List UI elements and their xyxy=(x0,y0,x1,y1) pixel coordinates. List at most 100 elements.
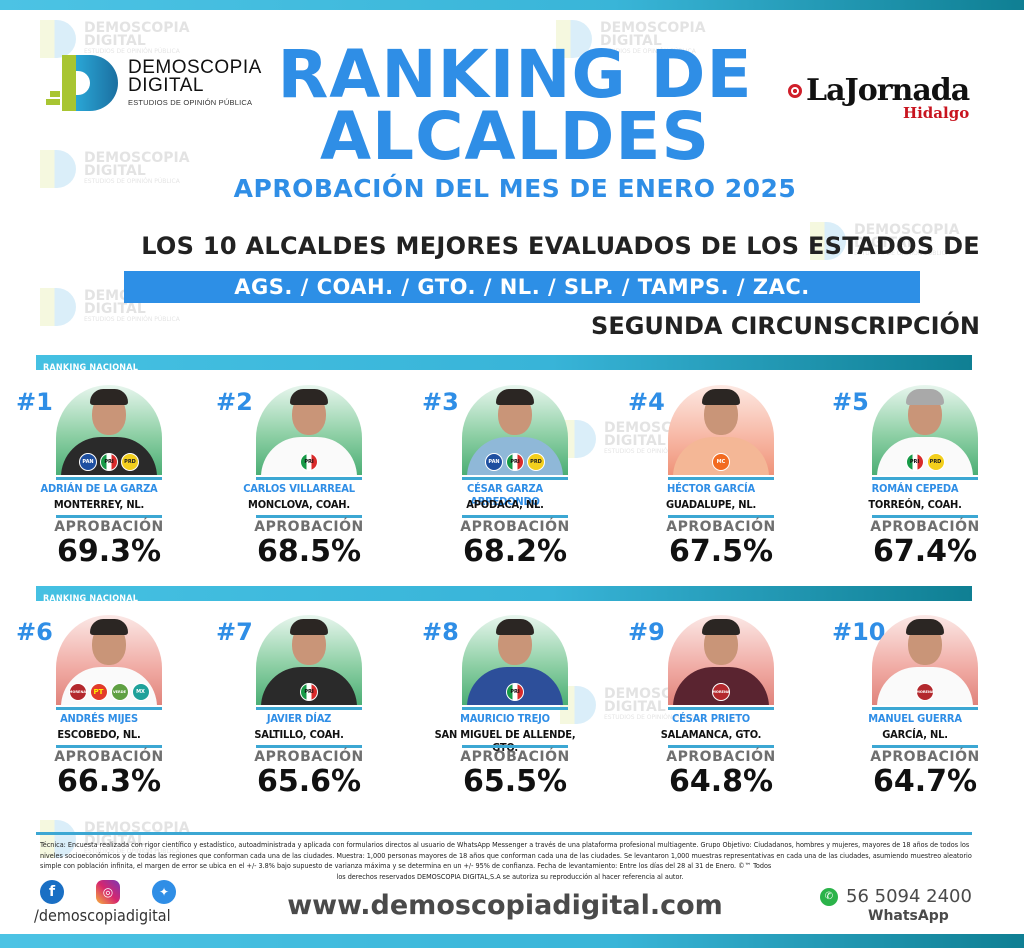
mayor-photo: PRI xyxy=(256,385,362,475)
mayor-city: MONCLOVA, COAH. xyxy=(248,498,350,511)
rank-number: #5 xyxy=(832,388,869,416)
approval-label: APROBACIÓN xyxy=(870,749,980,765)
party-badges: PRI xyxy=(256,683,362,701)
whatsapp-number: 56 5094 2400 xyxy=(846,886,972,907)
instagram-icon[interactable]: ◎ xyxy=(96,880,120,904)
mayor-name: ADRIÁN DE LA GARZA xyxy=(40,482,158,495)
divider xyxy=(872,745,978,748)
party-logo-icon: PRI xyxy=(300,453,318,471)
mayor-card: #2 PRI CARLOS VILLARREAL MONCLOVA, COAH.… xyxy=(216,378,396,588)
mayor-name: CARLOS VILLARREAL xyxy=(243,482,355,495)
divider xyxy=(462,707,568,710)
footer-divider xyxy=(36,832,972,835)
approval-value: 66.3% xyxy=(56,764,162,799)
divider xyxy=(462,515,568,518)
rank-number: #1 xyxy=(16,388,53,416)
mayor-card: #5 PRI PRD ROMÁN CEPEDA TORREÓN, COAH. AP… xyxy=(832,378,1012,588)
approval-value: 67.4% xyxy=(872,534,978,569)
party-logo-icon: PAN xyxy=(79,453,97,471)
twitter-icon[interactable]: ✦ xyxy=(152,880,176,904)
social-links: f ◎ ✦ xyxy=(40,880,176,904)
mayor-city: MONTERREY, NL. xyxy=(53,498,145,511)
states-band: AGS. / COAH. / GTO. / NL. / SLP. / TAMPS… xyxy=(124,271,920,303)
circunscripcion-label: SEGUNDA CIRCUNSCRIPCIÓN xyxy=(591,312,980,340)
mayor-city: SALAMANCA, GTO. xyxy=(660,728,762,741)
party-logo-icon: MX xyxy=(131,683,150,701)
approval-label: APROBACIÓN xyxy=(460,519,570,535)
approval-value: 65.5% xyxy=(462,764,568,799)
approval-value: 67.5% xyxy=(668,534,774,569)
divider xyxy=(668,477,774,480)
mayor-photo: PAN PRI PRD xyxy=(462,385,568,475)
divider xyxy=(462,745,568,748)
mayor-card: #7 PRI JAVIER DÍAZ SALTILLO, COAH. APROB… xyxy=(216,608,396,818)
mayor-photo: MORENA PT VERDE MX xyxy=(56,615,162,705)
mayor-photo: PRI xyxy=(256,615,362,705)
whatsapp-icon: ✆ xyxy=(820,887,838,906)
mayor-card: #3 PAN PRI PRD CÉSAR GARZA ARREDONDO APODA… xyxy=(422,378,602,588)
party-logo-icon: VERDE xyxy=(110,683,129,701)
party-badges: PRI xyxy=(256,453,362,471)
section-band: RANKING NACIONAL xyxy=(36,355,972,373)
mayor-card: #8 PRI MAURICIO TREJO SAN MIGUEL DE ALLE… xyxy=(422,608,602,818)
mayor-photo: MC xyxy=(668,385,774,475)
whatsapp-label: WhatsApp xyxy=(868,908,949,924)
divider xyxy=(872,515,978,518)
party-badges: MORENA PT VERDE MX xyxy=(56,683,162,701)
rank-number: #4 xyxy=(628,388,665,416)
divider xyxy=(462,477,568,480)
approval-label: APROBACIÓN xyxy=(666,749,776,765)
mayor-name: ROMÁN CEPEDA xyxy=(871,482,959,495)
divider xyxy=(256,477,362,480)
logo-line2: DIGITAL xyxy=(128,75,204,96)
divider xyxy=(256,515,362,518)
approval-value: 65.6% xyxy=(256,764,362,799)
demoscopia-d-icon xyxy=(46,55,118,111)
website-link[interactable]: www.demoscopiadigital.com xyxy=(287,890,723,921)
mayor-name: JAVIER DÍAZ xyxy=(266,712,332,725)
section-band: RANKING NACIONAL xyxy=(36,586,972,604)
divider xyxy=(668,707,774,710)
whatsapp-contact[interactable]: ✆ 56 5094 2400 xyxy=(820,886,972,907)
top-accent-bar xyxy=(0,0,1024,10)
approval-value: 68.2% xyxy=(462,534,568,569)
la-jornada-emblem-icon xyxy=(788,84,802,98)
party-logo-icon: MORENA xyxy=(916,683,934,701)
party-badges: PRI PRD xyxy=(872,453,978,471)
rank-number: #7 xyxy=(216,618,253,646)
rank-number: #9 xyxy=(628,618,665,646)
party-logo-icon: PRD xyxy=(527,453,545,471)
mayor-photo: PRI PRD xyxy=(872,385,978,475)
divider xyxy=(56,707,162,710)
party-badges: PRI xyxy=(462,683,568,701)
party-logo-icon: MORENA xyxy=(712,683,730,701)
party-badges: MC xyxy=(668,453,774,471)
mayor-name: CÉSAR GARZA ARREDONDO xyxy=(467,482,543,508)
mayor-name: HÉCTOR GARCÍA xyxy=(667,482,755,495)
mayor-card: #9 MORENA CÉSAR PRIETO SALAMANCA, GTO. A… xyxy=(628,608,808,818)
mayor-city: SALTILLO, COAH. xyxy=(254,728,344,741)
party-logo-icon: PRD xyxy=(926,453,945,471)
divider xyxy=(668,745,774,748)
party-logo-icon: PRI xyxy=(506,453,524,471)
divider xyxy=(256,707,362,710)
party-logo-icon: PRI xyxy=(905,453,924,471)
page-subtitle: APROBACIÓN DEL MES DE ENERO 2025 xyxy=(233,174,797,203)
mayor-card: #4 MC HÉCTOR GARCÍA GUADALUPE, NL. APROB… xyxy=(628,378,808,588)
headline: LOS 10 ALCALDES MEJORES EVALUADOS DE LOS… xyxy=(141,232,980,260)
divider xyxy=(256,745,362,748)
party-logo-icon: PRI xyxy=(300,683,318,701)
party-logo-icon: PT xyxy=(89,683,108,701)
facebook-icon[interactable]: f xyxy=(40,880,64,904)
mayor-card: #6 MORENA PT VERDE MX ANDRÉS MIJES ESCOBEDO… xyxy=(16,608,196,818)
social-handle[interactable]: /demoscopiadigital xyxy=(34,906,171,925)
mayor-card: #1 PAN PRI PRD ADRIÁN DE LA GARZA MONTERRE… xyxy=(16,378,196,588)
party-badges: PAN PRI PRD xyxy=(462,453,568,471)
approval-label: APROBACIÓN xyxy=(254,519,364,535)
party-logo-icon: PRD xyxy=(121,453,139,471)
mayor-name: MANUEL GUERRA xyxy=(868,712,962,725)
approval-label: APROBACIÓN xyxy=(54,749,164,765)
party-badges: PAN PRI PRD xyxy=(56,453,162,471)
